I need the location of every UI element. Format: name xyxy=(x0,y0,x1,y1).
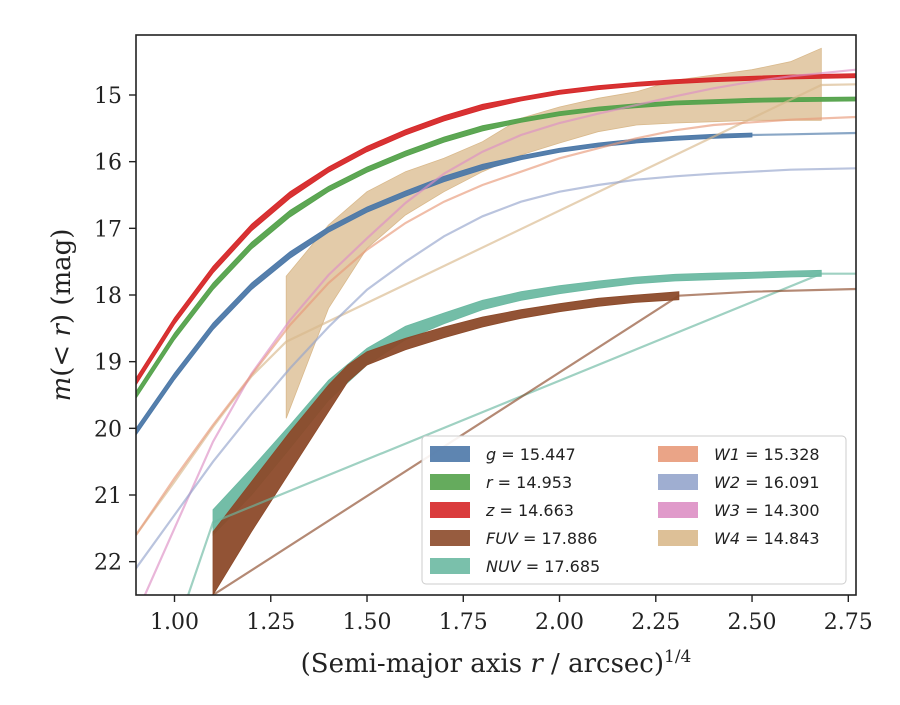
legend-label-r: r = 14.953 xyxy=(486,473,572,492)
y-axis-label: m(< r) (mag) xyxy=(47,229,77,402)
uncertainty-bands xyxy=(136,47,856,595)
y-tick-label: 15 xyxy=(94,84,122,109)
y-tick-label: 19 xyxy=(94,351,122,376)
x-tick-label: 2.50 xyxy=(728,610,777,635)
legend-swatch-r xyxy=(430,474,470,490)
x-tick-label: 2.00 xyxy=(535,610,584,635)
legend-label-nuv: NUV = 17.685 xyxy=(486,557,600,576)
x-tick-label: 1.50 xyxy=(343,610,392,635)
legend-label-w3: W3 = 14.300 xyxy=(714,501,820,520)
x-axis-ticks: 1.00 1.25 1.50 1.75 2.00 2.25 2.50 2.75 xyxy=(150,595,873,635)
x-axis-label: (Semi-major axis r / arcsec)1/4 xyxy=(301,647,692,679)
y-tick-label: 22 xyxy=(94,551,122,576)
curve-band-fuv xyxy=(212,291,680,595)
curve-band-w4 xyxy=(285,47,822,419)
legend-swatch-g xyxy=(430,446,470,462)
curve-band-z xyxy=(136,73,856,386)
legend-swatch-w2 xyxy=(658,474,698,490)
plot-frame xyxy=(135,34,857,596)
curve-band-r xyxy=(136,96,856,400)
legend-swatch-fuv xyxy=(430,530,470,546)
x-tick-label: 1.25 xyxy=(246,610,295,635)
model-curve-g xyxy=(751,131,856,137)
x-tick-label: 1.00 xyxy=(150,610,199,635)
legend-swatch-z xyxy=(430,502,470,518)
y-tick-label: 21 xyxy=(94,484,122,509)
legend-swatch-w3 xyxy=(658,502,698,518)
legend-swatch-nuv xyxy=(430,558,470,574)
legend-label-z: z = 14.663 xyxy=(485,501,574,520)
curve-band-g xyxy=(136,132,753,436)
legend-label-w1: W1 = 15.328 xyxy=(714,445,820,464)
legend-label-w2: W2 = 16.091 xyxy=(714,473,820,492)
model-curve-w1 xyxy=(136,115,856,536)
model-curve-w2 xyxy=(136,167,856,569)
legend-label-g: g = 15.447 xyxy=(486,445,576,464)
y-tick-label: 17 xyxy=(94,217,122,242)
legend-swatch-w4 xyxy=(658,530,698,546)
x-tick-label: 2.25 xyxy=(631,610,680,635)
y-axis-ticks: 15 16 17 18 19 20 21 22 xyxy=(94,84,136,576)
x-tick-label: 1.75 xyxy=(439,610,488,635)
legend-swatch-w1 xyxy=(658,446,698,462)
legend: g = 15.447 r = 14.953 z = 14.663 FUV = 17.8… xyxy=(421,435,847,585)
legend-label-fuv: FUV = 17.886 xyxy=(486,529,597,548)
y-tick-label: 18 xyxy=(94,284,122,309)
y-tick-label: 20 xyxy=(94,417,122,442)
y-tick-label: 16 xyxy=(94,151,122,176)
model-curve-nuv xyxy=(187,272,856,595)
x-tick-label: 2.75 xyxy=(824,610,873,635)
legend-box xyxy=(421,435,847,585)
legend-label-w4: W4 = 14.843 xyxy=(714,529,820,548)
